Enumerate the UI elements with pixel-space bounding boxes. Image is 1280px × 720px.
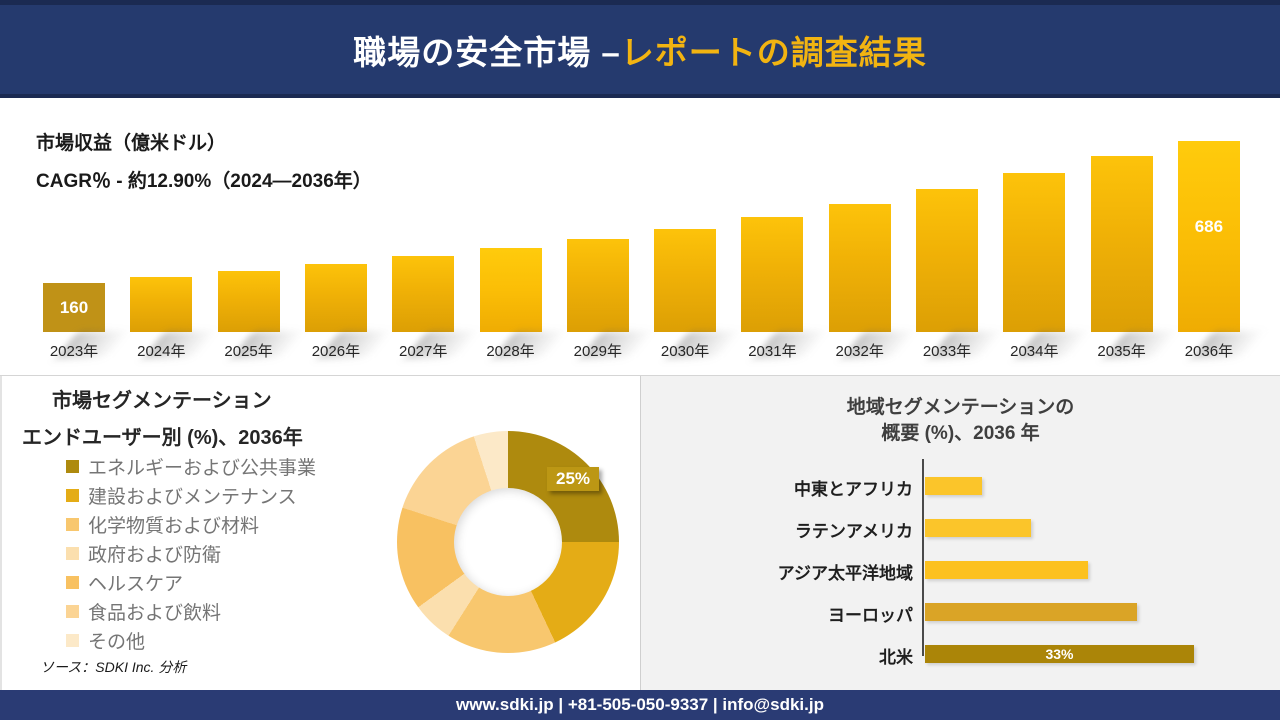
legend-item: 食品および飲料: [66, 597, 316, 626]
regional-category-label: 北米: [879, 648, 913, 667]
regional-title-line2: 概要 (%)、2036 年: [881, 423, 1040, 444]
x-axis-label: 2033年: [922, 343, 972, 360]
legend-label: 建設およびメンテナンス: [88, 487, 297, 508]
legend-swatch-icon: [66, 518, 79, 531]
revenue-bar-2029年: [566, 239, 629, 332]
footer-contact-text: www.sdki.jp | +81-505-050-9337 | info@sd…: [456, 695, 824, 714]
revenue-chart-title: 市場収益（億米ドル）: [36, 133, 227, 154]
legend-label: ヘルスケア: [88, 574, 184, 595]
donut-hole: [454, 488, 562, 596]
legend-item: エネルギーおよび公共事業: [66, 452, 316, 481]
end-user-donut-chart: 25%: [397, 431, 619, 653]
donut-legend: エネルギーおよび公共事業 建設およびメンテナンス 化学物質および材料 政府および防衛ヘ…: [66, 452, 316, 655]
x-axis-label: 2025年: [224, 343, 273, 360]
regional-category-label: アジア太平洋地域: [777, 564, 913, 583]
regional-category-label: 中東とアフリカ: [794, 480, 913, 499]
revenue-bar-2027年: [392, 256, 455, 332]
page-title-accent: レポートの調査結果: [620, 33, 927, 71]
legend-swatch-icon: [66, 489, 79, 502]
regional-bar-ラテンアメリカ: [925, 519, 1031, 537]
x-axis-label: 2028年: [486, 343, 535, 360]
legend-swatch-icon: [66, 634, 79, 647]
revenue-bar-2023年: 160: [43, 283, 105, 332]
revenue-bar-2036年: 686: [1177, 141, 1240, 332]
legend-label: その他: [88, 632, 146, 653]
bar-data-label: 686: [1194, 216, 1224, 236]
regional-chart-axis: [922, 459, 924, 656]
legend-item: ヘルスケア: [66, 568, 316, 597]
revenue-bar-2028年: [479, 248, 542, 332]
regional-bar-ヨーロッパ: [925, 603, 1137, 621]
revenue-bar-2025年: [217, 271, 280, 332]
legend-item: その他: [66, 626, 316, 655]
legend-label: 政府および防衛: [88, 545, 222, 566]
donut-data-label: 25%: [547, 467, 600, 491]
regional-title-line1: 地域セグメンテーションの: [846, 397, 1075, 418]
legend-swatch-icon: [66, 576, 79, 589]
bottom-section: 市場セグメンテーション エンドユーザー別 (%)、2036年 エネルギーおよび公…: [0, 375, 1280, 691]
market-segmentation-panel: 市場セグメンテーション エンドユーザー別 (%)、2036年 エネルギーおよび公…: [0, 376, 640, 691]
segmentation-title: 市場セグメンテーション: [52, 390, 272, 412]
revenue-bar-2026年: [304, 264, 367, 332]
regional-segmentation-panel: 地域セグメンテーションの 概要 (%)、2036 年 中東とアフリカ ラテンアメリ…: [640, 376, 1280, 691]
x-axis-label: 2024年: [137, 343, 186, 360]
x-axis-label: 2032年: [835, 343, 884, 360]
legend-item: 政府および防衛: [66, 539, 316, 568]
legend-label: 化学物質および材料: [88, 516, 260, 537]
page-title: 職場の安全市場 –レポートの調査結果: [353, 26, 927, 74]
legend-label: 食品および飲料: [88, 603, 222, 624]
regional-bar-data-label: 33%: [1045, 646, 1074, 662]
regional-category-label: ヨーロッパ: [828, 606, 913, 625]
footer-banner: www.sdki.jp | +81-505-050-9337 | info@sd…: [0, 690, 1280, 720]
regional-category-label: ラテンアメリカ: [794, 522, 913, 541]
end-user-subtitle: エンドユーザー別 (%)、2036年: [22, 427, 303, 449]
page-title-main: 職場の安全市場 –: [353, 33, 621, 71]
regional-bar-中東とアフリカ: [925, 477, 982, 495]
revenue-bar-2033年: [916, 189, 978, 332]
x-axis-label: 2036年: [1184, 343, 1234, 360]
source-note: ソース：SDKI Inc. 分析: [40, 659, 187, 675]
legend-item: 建設およびメンテナンス: [66, 481, 316, 510]
x-axis-label: 2035年: [1097, 343, 1146, 360]
revenue-bar-2030年: [654, 229, 717, 332]
x-axis-label: 2030年: [660, 343, 710, 360]
revenue-cagr-label: CAGR％ - 約12.90%（2024―2036年）: [36, 171, 372, 192]
header-banner: 職場の安全市場 –レポートの調査結果: [0, 0, 1280, 98]
revenue-bar-2032年: [828, 204, 891, 332]
revenue-bar-2031年: [741, 217, 804, 332]
legend-label: エネルギーおよび公共事業: [88, 458, 317, 479]
legend-swatch-icon: [66, 460, 79, 473]
revenue-bars: 160 2023年 2024年 2025年 2026年 2027年 2028年 2029年 20…: [0, 98, 1280, 360]
legend-swatch-icon: [66, 547, 79, 560]
regional-bar-アジア太平洋地域: [925, 561, 1088, 579]
x-axis-label: 2023年: [49, 343, 99, 360]
bar-data-label: 160: [59, 297, 89, 317]
x-axis-label: 2026年: [311, 343, 361, 360]
x-axis-label: 2029年: [573, 343, 622, 360]
x-axis-label: 2027年: [399, 343, 448, 360]
revenue-bar-2034年: [1003, 173, 1066, 332]
revenue-chart-section: 160 2023年 2024年 2025年 2026年 2027年 2028年 2029年 20…: [0, 98, 1280, 375]
x-axis-label: 2031年: [748, 343, 797, 360]
legend-swatch-icon: [66, 605, 79, 618]
legend-item: 化学物質および材料: [66, 510, 316, 539]
regional-bar-北米: 33%: [925, 645, 1194, 663]
revenue-bar-2024年: [130, 277, 193, 332]
revenue-bar-2035年: [1090, 156, 1153, 332]
x-axis-label: 2034年: [1010, 343, 1059, 360]
